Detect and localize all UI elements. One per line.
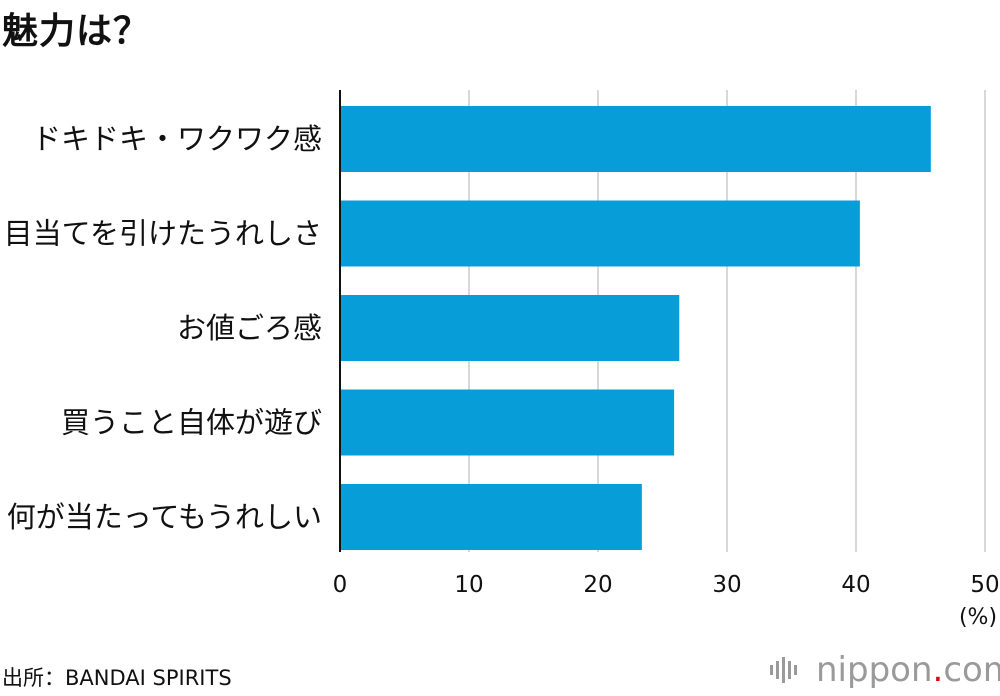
bars (340, 106, 931, 550)
category-label-4: 買うこと自体が遊び (61, 406, 322, 440)
logo-mark-icon (770, 652, 810, 688)
source-note: 出所：BANDAI SPIRITS (2, 666, 232, 690)
bar-1 (340, 106, 931, 172)
category-label-3: お値ごろ感 (177, 311, 322, 345)
category-label-2: 目当てを引けたうれしさ (4, 217, 322, 251)
nippon-logo[interactable]: nippon.com (770, 650, 1000, 690)
category-label-5: 何が当たってもうれしい (7, 500, 322, 534)
bar-4 (340, 389, 675, 456)
bar-3 (340, 295, 680, 361)
tick-label-0: 0 (333, 572, 348, 598)
tick-label-30: 30 (712, 572, 741, 598)
logo-dot: . (932, 650, 944, 690)
bar-5 (340, 484, 642, 550)
chart-title: 魅力は？ (2, 11, 151, 52)
logo-wordmark: nippon.com (816, 650, 1000, 690)
bar-chart: ドキドキ・ワクワク感目当てを引けたうれしさお値ごろ感買うこと自体が遊び何が当たっ… (4, 90, 1000, 630)
tick-label-40: 40 (841, 572, 870, 598)
logo-brand: nippon (816, 650, 933, 690)
tick-label-20: 20 (583, 572, 612, 598)
category-labels: ドキドキ・ワクワク感目当てを引けたうれしさお値ごろ感買うこと自体が遊び何が当たっ… (4, 122, 322, 534)
tick-label-50: 50 (970, 572, 999, 598)
unit-label: (%) (959, 605, 997, 630)
tick-label-10: 10 (454, 572, 483, 598)
bar-2 (340, 200, 860, 267)
tick-labels: 0 10 20 30 40 50 (333, 572, 1000, 598)
logo-tld: com (943, 650, 1000, 690)
category-label-1: ドキドキ・ワクワク感 (32, 122, 322, 156)
